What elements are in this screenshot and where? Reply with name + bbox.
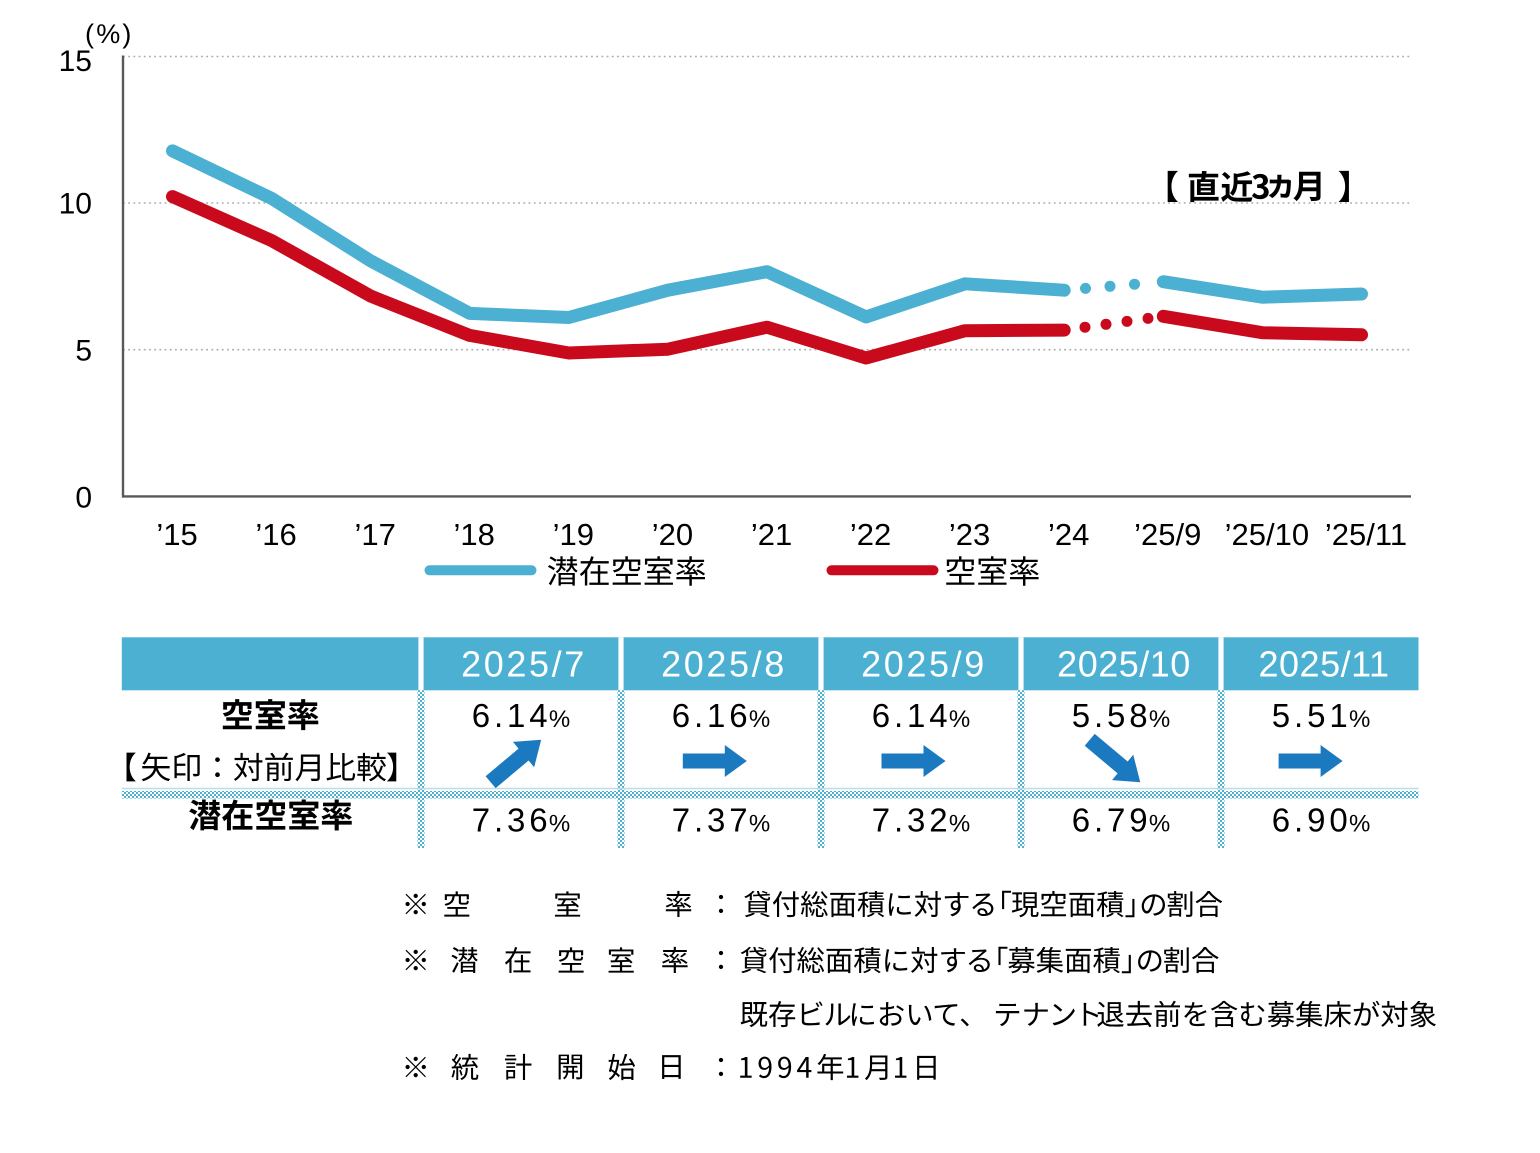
svg-text:’24: ’24: [1048, 517, 1089, 552]
svg-text:7.36: 7.36: [472, 802, 552, 839]
svg-text:2025/7: 2025/7: [461, 644, 587, 685]
svg-text:%: %: [1149, 811, 1170, 838]
svg-text:%: %: [549, 706, 570, 733]
svg-text:%: %: [1149, 706, 1170, 733]
svg-text:2025/8: 2025/8: [661, 644, 787, 685]
svg-text:%: %: [549, 811, 570, 838]
svg-text:7.37: 7.37: [672, 802, 752, 839]
svg-text:’25/10: ’25/10: [1225, 517, 1309, 552]
svg-text:6.79: 6.79: [1072, 802, 1152, 839]
svg-text:’22: ’22: [850, 517, 891, 552]
svg-text:%: %: [949, 811, 970, 838]
svg-text:6.16: 6.16: [672, 697, 752, 734]
svg-text:0: 0: [75, 481, 92, 514]
svg-text:’18: ’18: [454, 517, 495, 552]
svg-text:’19: ’19: [553, 517, 594, 552]
svg-text:’15: ’15: [156, 517, 197, 552]
svg-text:’20: ’20: [652, 517, 693, 552]
svg-text:%: %: [949, 706, 970, 733]
svg-text:6.14: 6.14: [872, 697, 952, 734]
svg-text:’21: ’21: [751, 517, 792, 552]
svg-text:’23: ’23: [949, 517, 990, 552]
svg-text:%: %: [749, 811, 770, 838]
svg-text:(%): (%): [85, 19, 134, 49]
svg-text:2025/11: 2025/11: [1259, 644, 1390, 685]
svg-text:’16: ’16: [255, 517, 296, 552]
svg-text:10: 10: [59, 187, 92, 220]
svg-text:5: 5: [75, 335, 92, 368]
svg-text:6.14: 6.14: [472, 697, 552, 734]
svg-text:’25/9: ’25/9: [1134, 517, 1201, 552]
svg-text:’17: ’17: [355, 517, 396, 552]
svg-text:15: 15: [59, 45, 92, 78]
svg-text:%: %: [1349, 811, 1370, 838]
svg-text:5.51: 5.51: [1272, 697, 1352, 734]
svg-text:%: %: [749, 706, 770, 733]
svg-text:2025/10: 2025/10: [1057, 644, 1191, 685]
svg-text:2025/9: 2025/9: [861, 644, 987, 685]
svg-text:’25/11: ’25/11: [1325, 517, 1407, 552]
svg-text:7.32: 7.32: [872, 802, 952, 839]
svg-text:5.58: 5.58: [1072, 697, 1152, 734]
svg-text:6.90: 6.90: [1272, 802, 1352, 839]
svg-text:%: %: [1349, 706, 1370, 733]
